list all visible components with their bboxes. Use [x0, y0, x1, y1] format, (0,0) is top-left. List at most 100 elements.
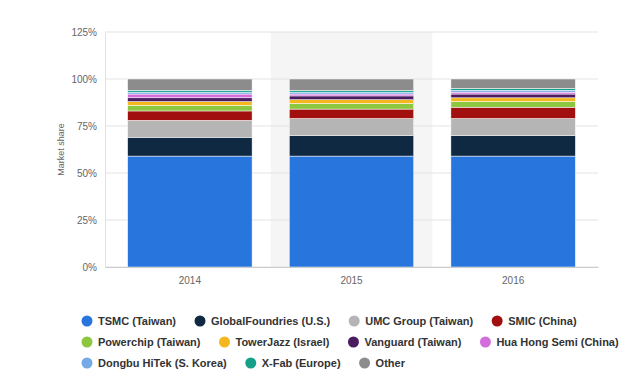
y-tick-label: 25%: [77, 215, 97, 226]
bar-segment: [289, 118, 413, 135]
y-tick: 75%: [77, 121, 105, 132]
y-tick-label: 50%: [77, 168, 97, 179]
bar-segment: [451, 79, 575, 88]
y-tick-label: 0%: [83, 262, 98, 273]
x-tick-label: 2016: [502, 275, 525, 286]
x-axis: 2014 2015 2016: [106, 267, 599, 286]
grid-line: [105, 32, 598, 33]
legend-swatch: [349, 316, 360, 327]
grid: [105, 32, 598, 267]
bar-segment: [451, 107, 575, 118]
legend-label: TowerJazz (Israel): [235, 336, 329, 348]
hover-band: [271, 32, 433, 267]
bar-segment: [451, 102, 575, 108]
legend-item[interactable]: Powerchip (Taiwan): [82, 336, 201, 348]
y-tick-label: 75%: [77, 121, 97, 132]
x-tick: 2016: [502, 267, 525, 286]
bar-segment: [451, 90, 575, 92]
bar-segment: [128, 102, 252, 106]
bar-segment: [451, 94, 575, 98]
series: [128, 135, 576, 156]
y-tick: 25%: [77, 215, 105, 226]
plot: 0% 25% 50% 75% 100% 125% 2014 2015 2016: [71, 27, 598, 286]
y-tick: 0%: [83, 262, 105, 273]
x-tick-label: 2015: [340, 275, 363, 286]
legend-swatch: [245, 358, 256, 369]
legend-label: Dongbu HiTek (S. Korea): [98, 357, 227, 369]
bar-segment: [289, 90, 413, 92]
bar-segment: [128, 92, 252, 94]
legend-item[interactable]: TSMC (Taiwan): [82, 315, 177, 327]
chart: 0% 25% 50% 75% 100% 125% 2014 2015 2016 Market sh…: [0, 0, 640, 387]
legend-item[interactable]: GlobalFoundries (U.S.): [195, 315, 331, 327]
bar-segment: [289, 103, 413, 109]
bar-segment: [451, 88, 575, 90]
legend-label: Vanguard (Taiwan): [364, 336, 461, 348]
legend-swatch: [492, 316, 503, 327]
bar-segment: [289, 96, 413, 100]
bar-segment: [128, 90, 252, 92]
y-tick: 100%: [71, 74, 105, 85]
series: [128, 94, 576, 102]
bar-segment: [451, 156, 575, 267]
series: [128, 92, 576, 98]
series: [128, 79, 576, 90]
legend-item[interactable]: UMC Group (Taiwan): [349, 315, 474, 327]
legend-swatch: [82, 358, 93, 369]
legend-label: X-Fab (Europe): [262, 357, 341, 369]
y-axis-title: Market share: [56, 123, 66, 176]
y-tick-label: 100%: [71, 74, 97, 85]
bar-segment: [289, 109, 413, 118]
bar-segment: [451, 118, 575, 135]
bar-segment: [289, 135, 413, 156]
bars: [128, 79, 576, 267]
bar-segment: [128, 98, 252, 102]
legend-item[interactable]: SMIC (China): [492, 315, 577, 327]
legend-item[interactable]: X-Fab (Europe): [245, 357, 341, 369]
bar-segment: [128, 120, 252, 137]
legend-label: Hua Hong Semi (China): [496, 336, 619, 348]
bar-segment: [289, 100, 413, 104]
legend-item[interactable]: Hua Hong Semi (China): [480, 336, 619, 348]
y-tick: 125%: [71, 27, 105, 38]
x-tick: 2014: [179, 267, 202, 286]
x-tick-label: 2014: [179, 275, 202, 286]
y-tick-label: 125%: [71, 27, 97, 38]
legend-label: Powerchip (Taiwan): [98, 336, 201, 348]
bar-segment: [289, 92, 413, 94]
bar-segment: [128, 111, 252, 120]
series: [128, 118, 576, 137]
legend-swatch: [82, 337, 93, 348]
legend-item[interactable]: Other: [359, 357, 406, 369]
x-axis-line: [106, 267, 599, 268]
bar-segment: [128, 79, 252, 90]
legend-label: GlobalFoundries (U.S.): [211, 315, 331, 327]
bar-segment: [451, 98, 575, 102]
legend-item[interactable]: Dongbu HiTek (S. Korea): [82, 357, 228, 369]
y-axis-line: [105, 33, 106, 268]
legend-item[interactable]: TowerJazz (Israel): [219, 336, 330, 348]
legend-swatch: [359, 358, 370, 369]
bar-segment: [289, 94, 413, 96]
legend-swatch: [195, 316, 206, 327]
series: [128, 90, 576, 94]
series: [128, 156, 576, 267]
bar-segment: [128, 156, 252, 267]
legend-item[interactable]: Vanguard (Taiwan): [348, 336, 462, 348]
y-axis: 0% 25% 50% 75% 100% 125%: [71, 27, 105, 273]
legend-swatch: [348, 337, 359, 348]
bar-segment: [451, 92, 575, 94]
x-tick: 2015: [340, 267, 363, 286]
y-tick: 50%: [77, 168, 105, 179]
legend-swatch: [480, 337, 491, 348]
legend-label: UMC Group (Taiwan): [365, 315, 473, 327]
legend: TSMC (Taiwan) GlobalFoundries (U.S.) UMC G…: [82, 315, 619, 369]
bar-segment: [128, 94, 252, 98]
legend-label: TSMC (Taiwan): [98, 315, 176, 327]
bar-segment: [128, 137, 252, 156]
legend-label: Other: [376, 357, 406, 369]
legend-label: SMIC (China): [508, 315, 577, 327]
bar-segment: [128, 105, 252, 111]
legend-swatch: [219, 337, 230, 348]
bar-segment: [289, 156, 413, 267]
